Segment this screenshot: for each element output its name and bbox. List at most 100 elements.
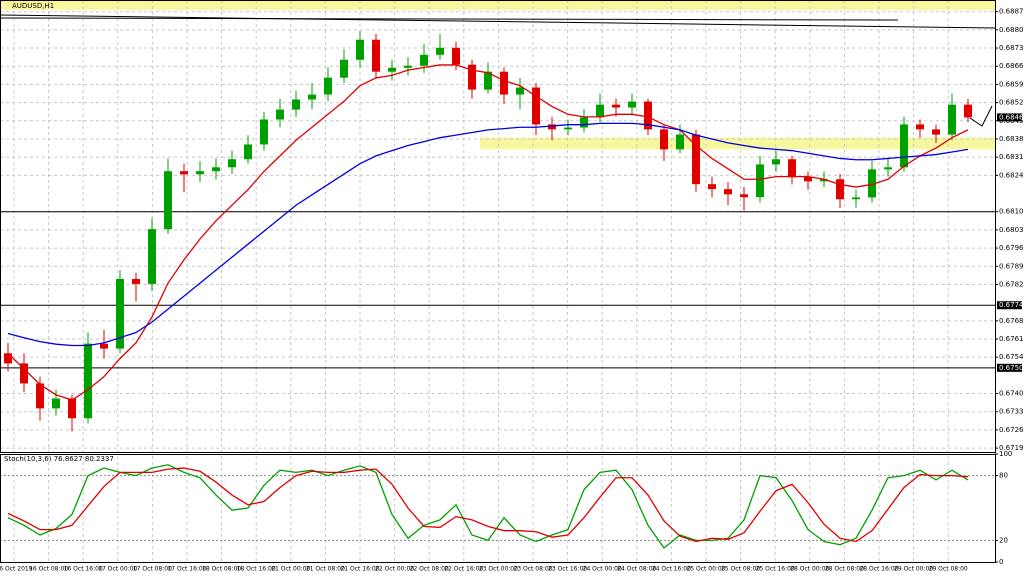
candle-body xyxy=(804,177,812,182)
candle-body xyxy=(244,144,252,160)
x-tick-label: 29 Oct 08:00 xyxy=(929,566,968,573)
x-tick-label: 17 Oct 00:00 xyxy=(98,566,137,573)
candle-body xyxy=(852,197,860,200)
candle-body xyxy=(148,229,156,284)
y-tick-label: 0.67615 xyxy=(999,335,1024,343)
candle-body xyxy=(132,278,140,284)
x-tick-label: 28 Oct 00:00 xyxy=(790,566,829,573)
x-tick-label: 21 Oct 00:00 xyxy=(271,566,310,573)
candle-body xyxy=(276,109,284,120)
y-tick-label: 0.68805 xyxy=(999,26,1024,34)
candle-body xyxy=(36,383,44,409)
y-tick-label: 0.68385 xyxy=(999,135,1024,143)
chart-title: AUDUSD,H1 xyxy=(12,2,54,10)
level-label-box xyxy=(997,363,1022,372)
candle-body xyxy=(228,159,236,168)
x-tick-label: 16 Oct 16:00 xyxy=(64,566,103,573)
candle-body xyxy=(820,179,828,182)
level-label: 0.67745 xyxy=(999,301,1024,309)
x-tick-label: 23 Oct 00:00 xyxy=(479,566,518,573)
candle-body xyxy=(708,184,716,190)
y-tick-label: 0 xyxy=(999,558,1003,566)
candle-body xyxy=(292,99,300,110)
candle-body xyxy=(500,71,508,95)
x-tick-label: 16 Oct 08:00 xyxy=(29,566,68,573)
zone xyxy=(0,0,995,10)
y-tick-label: 0.67965 xyxy=(999,244,1024,252)
main-panel-frame xyxy=(0,0,996,453)
y-tick-label: 80 xyxy=(999,472,1008,480)
candle-body xyxy=(100,343,108,349)
candle-body xyxy=(644,101,652,130)
x-tick-label: 24 Oct 16:00 xyxy=(652,566,691,573)
trend-line xyxy=(0,14,996,29)
candle-body xyxy=(516,87,524,95)
x-tick-label: 29 Oct 00:00 xyxy=(894,566,933,573)
stoch-panel-frame xyxy=(0,454,996,563)
candle-body xyxy=(164,171,172,230)
candle-body xyxy=(612,104,620,108)
y-tick-label: 20 xyxy=(999,536,1008,544)
series-line xyxy=(7,467,969,543)
price-label-box xyxy=(997,113,1022,122)
indicator-title: Stoch(10,3,6) 76.8627 80.2337 xyxy=(4,455,114,463)
candle-body xyxy=(548,124,556,130)
candle-body xyxy=(452,47,460,65)
candle-body xyxy=(212,167,220,172)
x-tick-label: 24 Oct 00:00 xyxy=(583,566,622,573)
candle-body xyxy=(900,124,908,168)
series-line xyxy=(7,122,969,347)
candle-body xyxy=(404,65,412,68)
x-tick-label: 23 Oct 08:00 xyxy=(513,566,552,573)
x-tick-label: 21 Oct 16:00 xyxy=(340,566,379,573)
y-tick-label: 0.68035 xyxy=(999,226,1024,234)
y-tick-label: 0.67405 xyxy=(999,390,1024,398)
x-tick-label: 16 Oct 2019 xyxy=(0,566,33,573)
candle-body xyxy=(692,134,700,185)
candle-body xyxy=(564,127,572,130)
y-tick-label: 0.68595 xyxy=(999,80,1024,88)
x-tick-label: 18 Oct 08:00 xyxy=(202,566,241,573)
y-tick-label: 0.68525 xyxy=(999,99,1024,107)
candle-body xyxy=(772,159,780,165)
candle-body xyxy=(180,171,188,175)
x-tick-label: 28 Oct 16:00 xyxy=(859,566,898,573)
y-tick-label: 0.67545 xyxy=(999,353,1024,361)
candle-body xyxy=(4,353,12,364)
candle-body xyxy=(20,363,28,384)
candle-body xyxy=(596,104,604,118)
x-tick-label: 17 Oct 08:00 xyxy=(133,566,172,573)
candle-body xyxy=(52,398,60,409)
candle-body xyxy=(884,167,892,170)
candle-body xyxy=(84,343,92,419)
candle-body xyxy=(724,189,732,195)
candle-body xyxy=(580,117,588,128)
level-label-box xyxy=(997,301,1022,310)
series-line xyxy=(7,464,969,549)
y-tick-label: 0.67685 xyxy=(999,317,1024,325)
candle-body xyxy=(756,164,764,198)
x-tick-label: 17 Oct 16:00 xyxy=(167,566,206,573)
candle-body xyxy=(676,134,684,150)
candle-body xyxy=(436,47,444,55)
candle-body xyxy=(660,129,668,150)
price-label: 0.68468 xyxy=(999,113,1024,121)
candle-body xyxy=(868,169,876,198)
y-tick-label: 0.68315 xyxy=(999,153,1024,161)
candle-body xyxy=(532,87,540,125)
y-tick-label: 0.68105 xyxy=(999,208,1024,216)
candle-body xyxy=(260,119,268,145)
candle-body xyxy=(356,39,364,60)
y-tick-label: 0.67895 xyxy=(999,262,1024,270)
x-tick-label: 23 Oct 16:00 xyxy=(548,566,587,573)
y-tick-label: 0.68735 xyxy=(999,44,1024,52)
x-tick-label: 24 Oct 08:00 xyxy=(617,566,656,573)
x-tick-label: 28 Oct 08:00 xyxy=(825,566,864,573)
x-tick-label: 25 Oct 08:00 xyxy=(721,566,760,573)
y-tick-label: 0.68875 xyxy=(999,8,1024,16)
candle-body xyxy=(372,39,380,72)
trend-line xyxy=(0,17,899,21)
candle-body xyxy=(484,71,492,90)
candle-body xyxy=(324,77,332,95)
